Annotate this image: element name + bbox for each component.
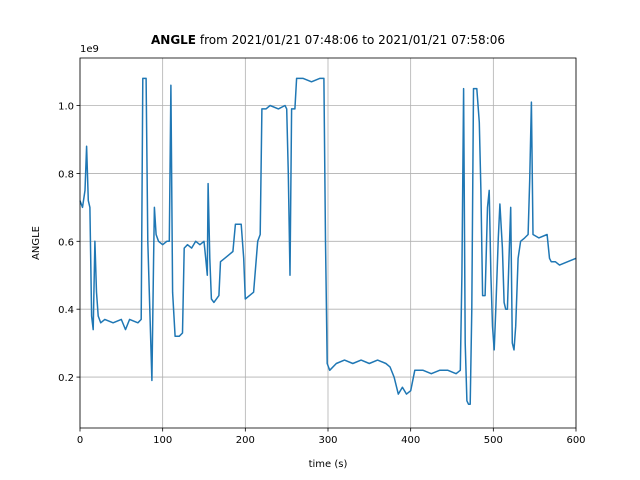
x-tick-label: 500 [484, 435, 503, 446]
title-text: from 2021/01/21 07:48:06 to 2021/01/21 0… [200, 33, 505, 47]
x-tick-label: 400 [401, 435, 420, 446]
x-tick-label: 0 [77, 435, 83, 446]
x-tick-label: 600 [566, 435, 585, 446]
title-bold: ANGLE [151, 33, 196, 47]
y-tick-label: 0.4 [58, 305, 74, 316]
y-tick-label: 1.0 [58, 102, 74, 113]
y-tick-label: 0.8 [58, 169, 74, 180]
y-tick-label: 0.2 [58, 373, 74, 384]
y-tick-label: 0.6 [58, 237, 74, 248]
y-offset-label: 1e9 [80, 44, 99, 55]
x-tick-label: 300 [318, 435, 337, 446]
y-axis-label: ANGLE [31, 226, 42, 260]
x-tick-label: 100 [153, 435, 172, 446]
x-axis-label: time (s) [309, 459, 348, 470]
x-tick-label: 200 [236, 435, 255, 446]
plot-frame [79, 57, 577, 429]
chart-title: ANGLE from 2021/01/21 07:48:06 to 2021/0… [151, 33, 505, 47]
data-line [79, 77, 577, 405]
